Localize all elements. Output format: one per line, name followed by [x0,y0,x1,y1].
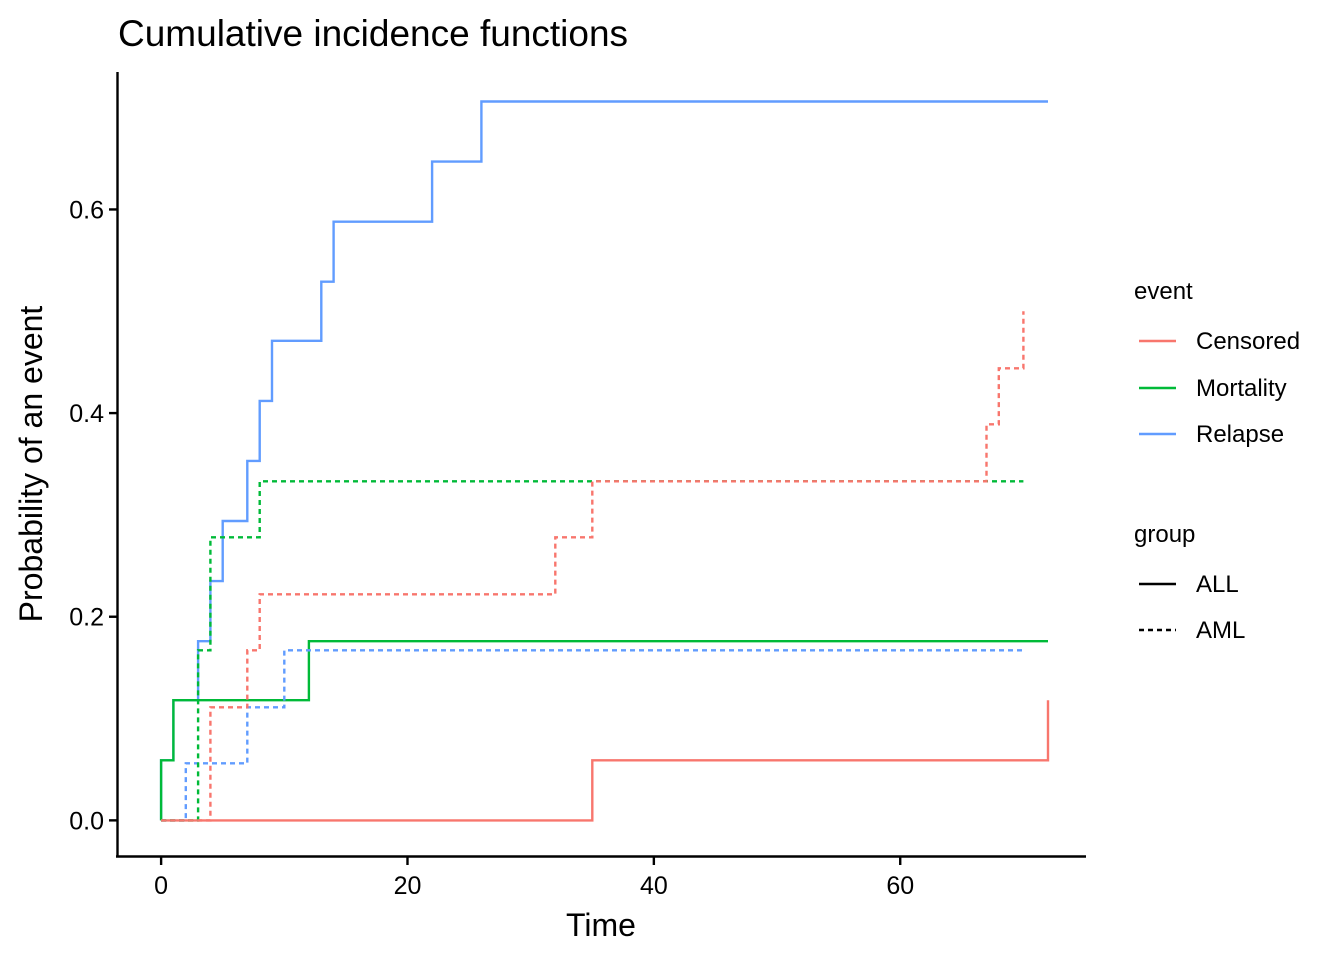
series-line-mortality-aml [161,480,1024,822]
series-layer [159,100,1050,822]
legend: event Censored Mortality Relapse group A… [1134,278,1300,644]
x-tick-label: 60 [886,872,914,900]
legend-label-aml: AML [1196,617,1245,644]
y-tick-label: 0.6 [69,196,104,224]
y-axis-title: Probability of an event [13,306,49,623]
x-axis-title: Time [566,907,636,943]
series-line-censored-all [161,700,1050,822]
series-line-mortality-all [159,640,1048,821]
legend-event-title: event [1134,278,1193,305]
x-tick-label: 40 [640,872,668,900]
legend-group-title: group [1134,521,1195,548]
x-ticks: 0 20 40 60 [154,856,914,900]
y-tick-label: 0.4 [69,400,104,428]
legend-label-all: ALL [1196,571,1239,598]
legend-label-relapse: Relapse [1196,421,1284,448]
series-line-relapse-all [159,100,1048,821]
series-line-relapse-aml [161,649,1024,822]
y-ticks: 0.0 0.2 0.4 0.6 [69,196,118,835]
chart-title: Cumulative incidence functions [118,13,628,54]
x-tick-label: 0 [154,872,168,900]
legend-label-mortality: Mortality [1196,375,1287,402]
y-tick-label: 0.2 [69,604,104,632]
series-line-censored-aml [161,311,1025,822]
y-tick-label: 0.0 [69,807,104,835]
x-tick-label: 20 [394,872,422,900]
legend-label-censored: Censored [1196,328,1300,355]
